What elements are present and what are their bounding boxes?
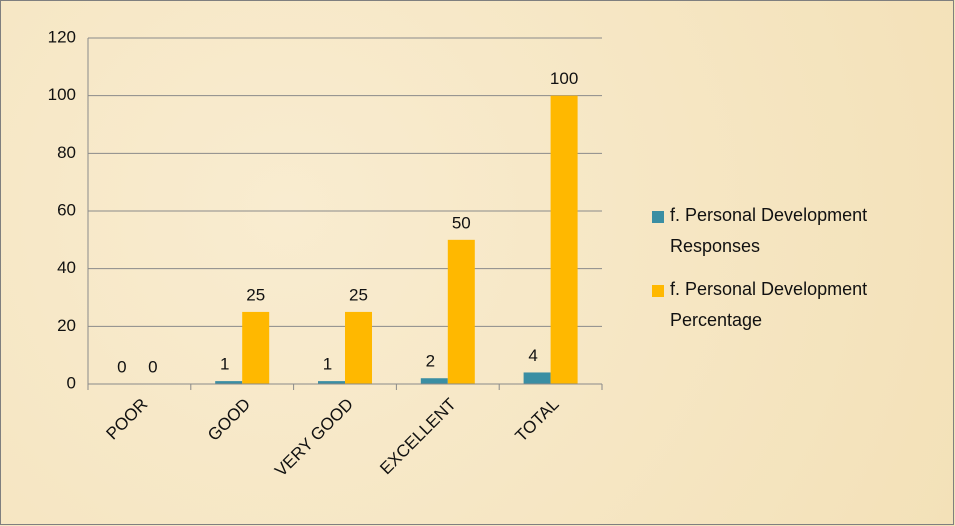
x-tick-label: TOTAL xyxy=(512,395,563,446)
y-tick-label: 100 xyxy=(48,85,76,104)
bar xyxy=(523,372,551,384)
x-tick-label: GOOD xyxy=(204,395,254,445)
bar xyxy=(550,95,578,385)
bar xyxy=(242,311,270,384)
y-tick-label: 120 xyxy=(48,27,76,46)
x-tick-label: POOR xyxy=(103,395,152,444)
legend-label: f. Personal Development Percentage xyxy=(670,279,868,330)
data-label: 100 xyxy=(550,69,578,88)
legend: f. Personal Development Responses f. Pers… xyxy=(650,200,950,348)
data-label: 2 xyxy=(426,352,435,371)
y-tick-label: 20 xyxy=(57,316,76,335)
x-tick-label: EXCELLENT xyxy=(376,395,460,479)
legend-label: f. Personal Development Responses xyxy=(670,205,868,256)
data-label: 4 xyxy=(528,346,537,365)
legend-swatch xyxy=(652,211,664,223)
legend-swatch xyxy=(652,285,664,297)
bar xyxy=(345,311,372,384)
legend-item: f. Personal Development Percentage xyxy=(650,274,950,336)
data-label: 25 xyxy=(349,285,368,304)
data-label: 25 xyxy=(246,285,265,304)
data-label: 0 xyxy=(117,357,126,376)
bar xyxy=(215,381,243,384)
y-tick-label: 0 xyxy=(67,373,76,392)
legend-item: f. Personal Development Responses xyxy=(650,200,950,262)
y-tick-label: 40 xyxy=(57,258,76,277)
data-label: 50 xyxy=(452,213,471,232)
y-tick-label: 60 xyxy=(57,200,76,219)
bar xyxy=(318,381,345,384)
y-tick-label: 80 xyxy=(57,143,76,162)
bar xyxy=(420,378,448,384)
data-label: 1 xyxy=(323,355,332,374)
data-label: 1 xyxy=(220,355,229,374)
bar xyxy=(447,239,475,384)
data-label: 0 xyxy=(148,357,157,376)
x-tick-label: VERY GOOD xyxy=(271,395,357,481)
